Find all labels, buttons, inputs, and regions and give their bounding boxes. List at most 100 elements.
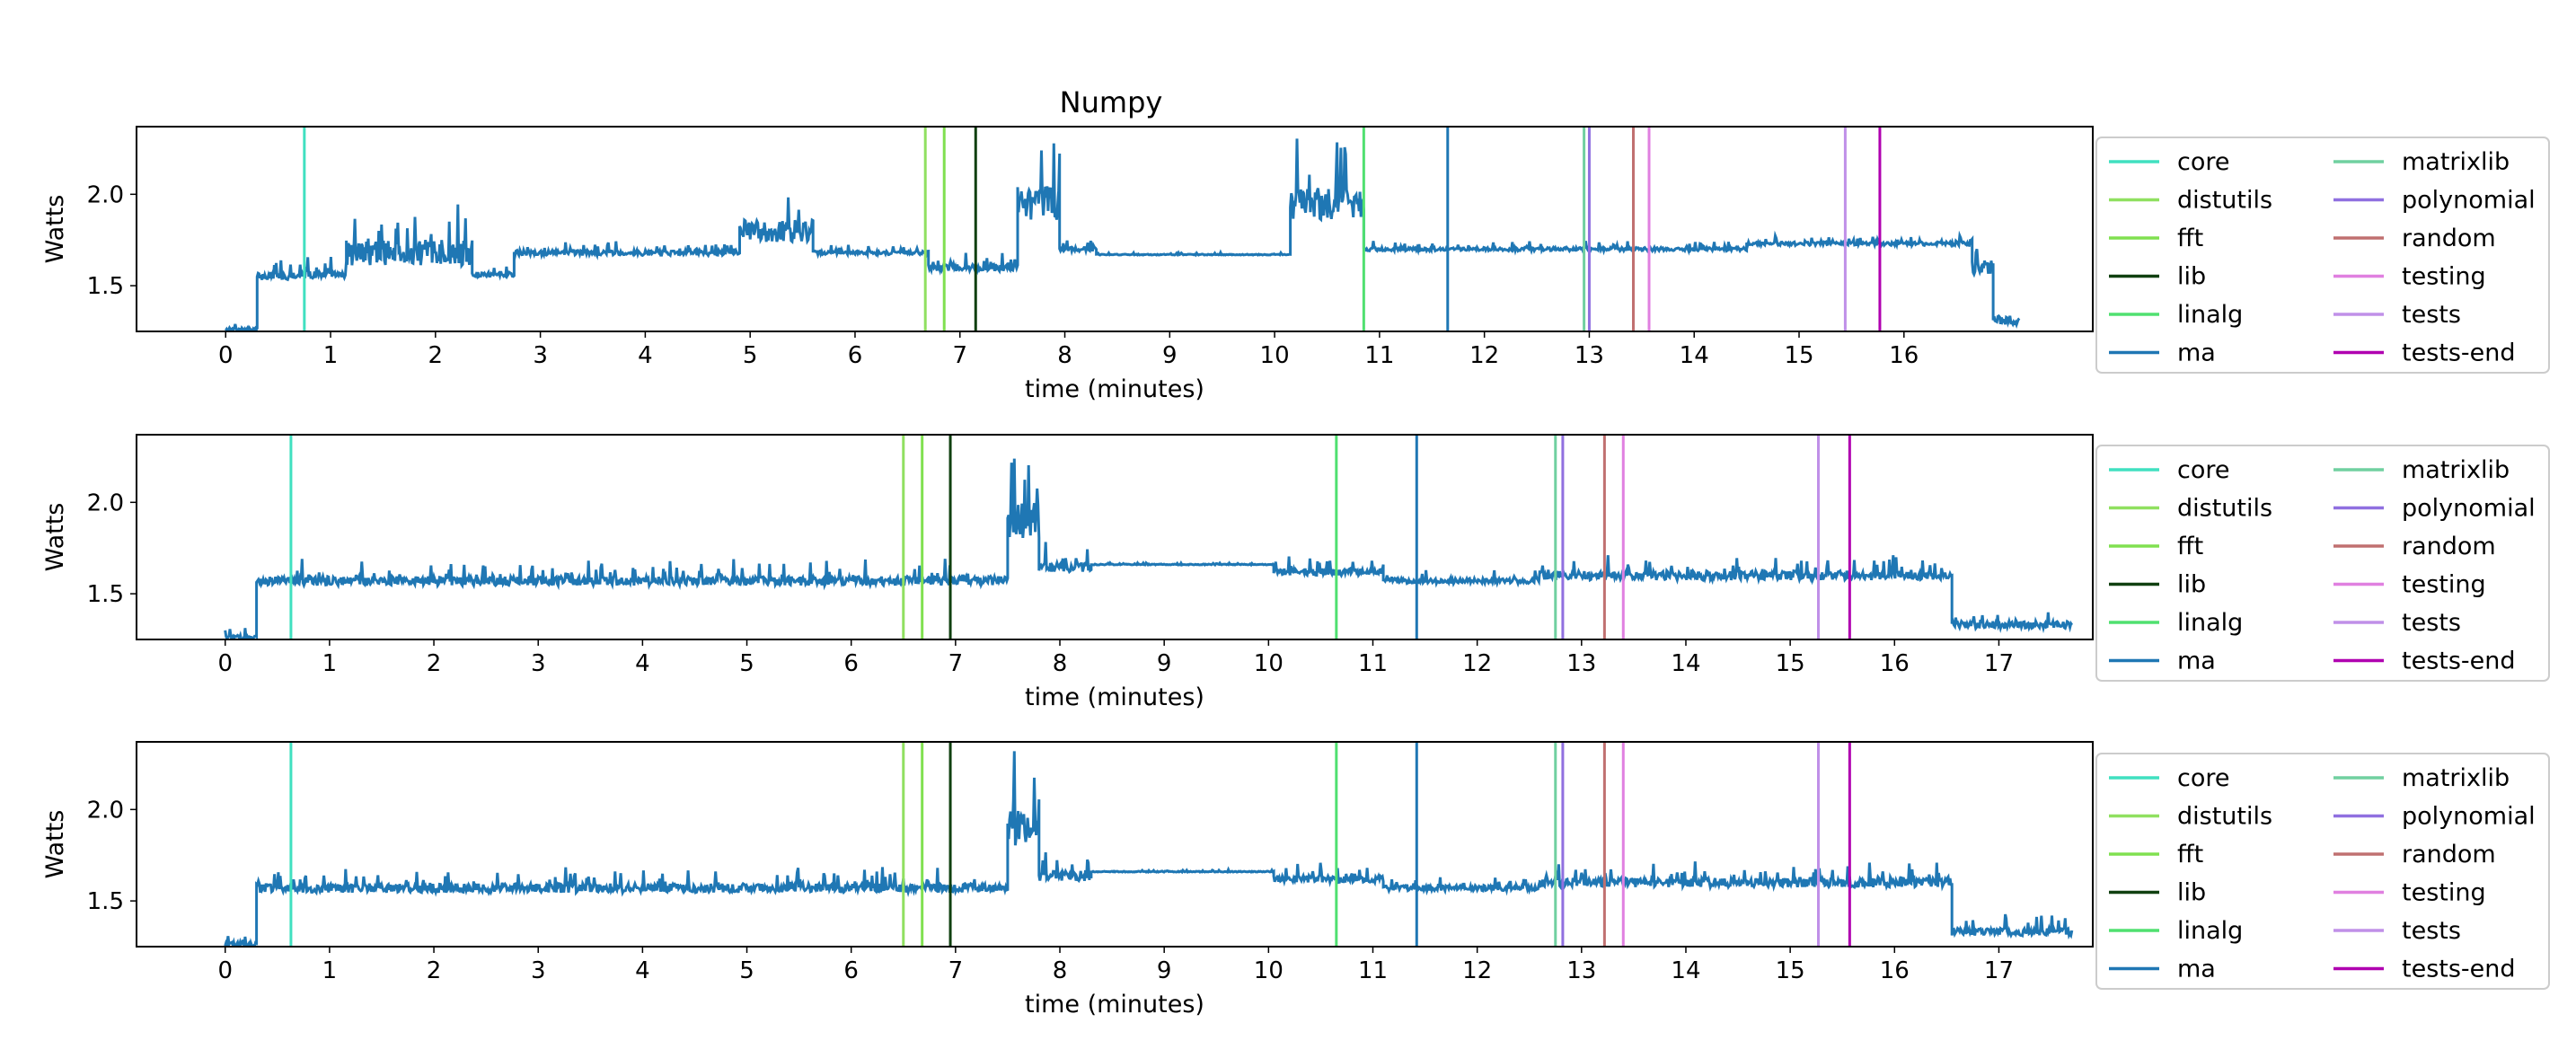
y-tick-label: 1.5 bbox=[87, 273, 124, 300]
legend: core distutils fft lib linalg ma matrixlib poly… bbox=[2095, 753, 2550, 990]
legend-label-tests-end: tests-end bbox=[2402, 339, 2516, 367]
legend-label-matrixlib: matrixlib bbox=[2402, 148, 2510, 176]
legend-label-fft: fft bbox=[2177, 225, 2203, 252]
legend-label-distutils: distutils bbox=[2177, 495, 2272, 523]
legend-frame bbox=[2095, 753, 2550, 990]
x-tick-label: 16 bbox=[1880, 650, 1910, 677]
x-tick-label: 8 bbox=[1053, 957, 1068, 984]
x-tick-label: 1 bbox=[322, 957, 338, 984]
legend-label-tests-end: tests-end bbox=[2402, 648, 2516, 675]
x-tick-label: 16 bbox=[1880, 957, 1910, 984]
x-tick-label: 2 bbox=[427, 957, 442, 984]
x-tick-label: 6 bbox=[848, 342, 863, 369]
legend-label-ma: ma bbox=[2177, 339, 2216, 367]
x-tick-label: 0 bbox=[218, 342, 234, 369]
plot-frame bbox=[136, 126, 2094, 332]
x-axis-label: time (minutes) bbox=[1025, 683, 1204, 711]
legend-label-linalg: linalg bbox=[2177, 609, 2243, 637]
x-tick-label: 14 bbox=[1680, 342, 1709, 369]
x-tick-label: 7 bbox=[948, 957, 964, 984]
legend: core distutils fft lib linalg ma matrixlib poly… bbox=[2095, 137, 2550, 374]
legend-label-ma: ma bbox=[2177, 956, 2216, 983]
legend-label-linalg: linalg bbox=[2177, 917, 2243, 945]
legend-label-random: random bbox=[2402, 225, 2496, 252]
legend-label-fft: fft bbox=[2177, 841, 2203, 868]
x-tick-label: 3 bbox=[533, 342, 548, 369]
legend-label-core: core bbox=[2177, 148, 2229, 176]
x-tick-label: 6 bbox=[843, 957, 859, 984]
legend-label-tests: tests bbox=[2402, 609, 2461, 637]
x-tick-label: 8 bbox=[1053, 650, 1068, 677]
legend-label-testing: testing bbox=[2402, 263, 2486, 291]
x-tick-label: 16 bbox=[1889, 342, 1919, 369]
x-axis-label: time (minutes) bbox=[1025, 991, 1204, 1018]
legend-label-fft: fft bbox=[2177, 533, 2203, 560]
x-tick-label: 9 bbox=[1162, 342, 1178, 369]
x-tick-label: 10 bbox=[1254, 650, 1284, 677]
legend-label-core: core bbox=[2177, 764, 2229, 792]
y-axis-label: Watts bbox=[41, 503, 69, 572]
x-tick-label: 15 bbox=[1776, 650, 1805, 677]
x-tick-label: 15 bbox=[1784, 342, 1813, 369]
legend-frame bbox=[2095, 445, 2550, 682]
x-tick-label: 0 bbox=[217, 957, 233, 984]
x-tick-label: 2 bbox=[427, 650, 442, 677]
x-tick-label: 10 bbox=[1260, 342, 1290, 369]
legend-label-lib: lib bbox=[2177, 879, 2206, 907]
x-tick-label: 1 bbox=[322, 650, 338, 677]
x-tick-label: 9 bbox=[1157, 957, 1172, 984]
x-tick-label: 12 bbox=[1469, 342, 1499, 369]
x-tick-label: 7 bbox=[952, 342, 967, 369]
x-tick-label: 12 bbox=[1462, 957, 1492, 984]
legend-label-random: random bbox=[2402, 533, 2496, 560]
y-tick-label: 2.0 bbox=[87, 181, 124, 208]
x-tick-label: 12 bbox=[1462, 650, 1492, 677]
legend-label-tests: tests bbox=[2402, 301, 2461, 329]
x-tick-label: 1 bbox=[323, 342, 339, 369]
x-tick-label: 10 bbox=[1254, 957, 1284, 984]
x-tick-label: 13 bbox=[1575, 342, 1604, 369]
legend-label-tests-end: tests-end bbox=[2402, 956, 2516, 983]
legend-label-matrixlib: matrixlib bbox=[2402, 456, 2510, 484]
legend-label-linalg: linalg bbox=[2177, 301, 2243, 329]
legend-label-distutils: distutils bbox=[2177, 803, 2272, 831]
x-tick-label: 13 bbox=[1566, 650, 1596, 677]
x-tick-label: 8 bbox=[1057, 342, 1072, 369]
y-tick-label: 2.0 bbox=[87, 489, 124, 516]
legend-label-tests: tests bbox=[2402, 917, 2461, 945]
legend-label-lib: lib bbox=[2177, 571, 2206, 599]
legend-label-random: random bbox=[2402, 841, 2496, 868]
x-tick-label: 17 bbox=[1984, 650, 2014, 677]
legend-label-matrixlib: matrixlib bbox=[2402, 764, 2510, 792]
x-tick-label: 11 bbox=[1358, 650, 1388, 677]
legend: core distutils fft lib linalg ma matrixlib poly… bbox=[2095, 445, 2550, 682]
legend-label-testing: testing bbox=[2402, 571, 2486, 599]
x-tick-label: 9 bbox=[1157, 650, 1172, 677]
x-tick-label: 4 bbox=[638, 342, 653, 369]
legend-label-polynomial: polynomial bbox=[2402, 187, 2536, 215]
legend-label-testing: testing bbox=[2402, 879, 2486, 907]
y-tick-label: 1.5 bbox=[87, 888, 124, 915]
legend-label-polynomial: polynomial bbox=[2402, 495, 2536, 523]
legend-frame bbox=[2095, 137, 2550, 374]
y-axis-label: Watts bbox=[41, 195, 69, 264]
y-tick-label: 1.5 bbox=[87, 581, 124, 608]
x-tick-label: 4 bbox=[635, 957, 650, 984]
plot-frame bbox=[136, 434, 2094, 640]
x-tick-label: 3 bbox=[531, 650, 546, 677]
chart-title: Numpy bbox=[1060, 85, 1163, 119]
x-tick-label: 13 bbox=[1566, 957, 1596, 984]
x-tick-label: 5 bbox=[739, 650, 754, 677]
x-tick-label: 17 bbox=[1984, 957, 2014, 984]
x-tick-label: 11 bbox=[1358, 957, 1388, 984]
x-tick-label: 2 bbox=[428, 342, 444, 369]
y-tick-label: 2.0 bbox=[87, 797, 124, 824]
x-tick-label: 7 bbox=[948, 650, 964, 677]
power-series-line bbox=[224, 458, 2074, 639]
x-tick-label: 15 bbox=[1776, 957, 1805, 984]
legend-label-core: core bbox=[2177, 456, 2229, 484]
x-tick-label: 0 bbox=[217, 650, 233, 677]
legend-label-polynomial: polynomial bbox=[2402, 803, 2536, 831]
